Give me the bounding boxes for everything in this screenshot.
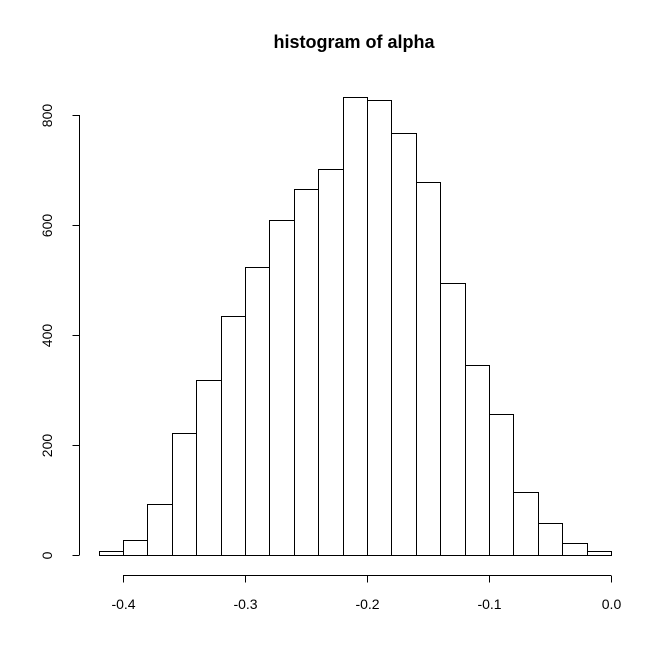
histogram-bar	[562, 543, 588, 556]
histogram-bar	[513, 492, 539, 556]
histogram-bar	[123, 540, 148, 556]
x-tick-label: -0.3	[233, 596, 257, 612]
histogram-bar	[367, 100, 392, 556]
histogram-bar	[147, 504, 173, 556]
histogram-bar	[489, 414, 514, 556]
y-tick-label: 400	[39, 324, 55, 348]
histogram-bar	[196, 380, 222, 556]
histogram-bar	[416, 182, 441, 556]
x-tick-label: 0.0	[602, 596, 622, 612]
histogram-bar	[172, 433, 197, 556]
histogram-bar	[221, 316, 246, 556]
histogram-bar	[318, 169, 344, 556]
histogram-bar	[245, 267, 270, 556]
histogram-bar	[538, 523, 563, 556]
bars-group	[99, 97, 612, 556]
x-axis: -0.4 -0.3 -0.2 -0.1 0.0	[111, 575, 622, 612]
histogram-bar	[294, 189, 319, 556]
histogram-bar	[269, 220, 295, 556]
x-tick-label: -0.4	[111, 596, 135, 612]
y-tick-label: 0	[39, 551, 55, 559]
histogram-bar	[440, 283, 466, 556]
histogram-bar	[465, 365, 490, 556]
histogram-bar	[391, 133, 417, 556]
y-tick-label: 800	[39, 104, 55, 128]
chart-title: histogram of alpha	[273, 32, 435, 52]
histogram-bar	[587, 551, 612, 556]
histogram-bar	[343, 97, 368, 556]
y-tick-label: 600	[39, 214, 55, 238]
y-axis: 0 200 400 600 800	[39, 104, 80, 559]
x-tick-label: -0.1	[477, 596, 501, 612]
histogram-bar	[99, 551, 124, 556]
x-tick-label: -0.2	[355, 596, 379, 612]
y-tick-label: 200	[39, 434, 55, 458]
